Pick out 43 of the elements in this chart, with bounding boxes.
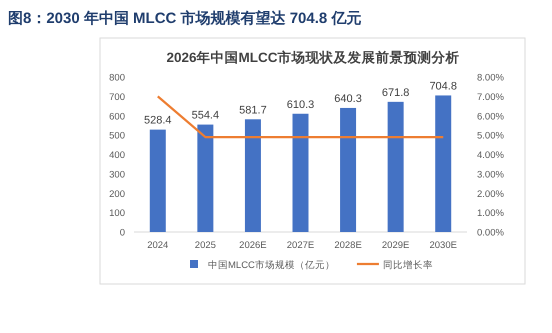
y2-tick-label: 5.00% <box>477 130 504 142</box>
chart-title: 图8：2030 年中国 MLCC 市场规模有望达 704.8 亿元 <box>8 9 362 27</box>
bar <box>244 119 261 232</box>
bar <box>435 95 452 232</box>
data-label: 704.8 <box>429 80 457 92</box>
y-tick-label: 0 <box>120 228 125 238</box>
y2-tick-label: 7.00% <box>477 92 504 103</box>
y2-tick-label: 3.00% <box>477 169 504 180</box>
data-label: 528.4 <box>144 114 172 127</box>
x-tick-label: 2027E <box>286 240 314 251</box>
y2-tick-label: 4.00% <box>477 150 504 161</box>
data-label: 610.3 <box>286 98 314 111</box>
data-label: 554.4 <box>192 110 220 122</box>
y-tick-label: 800 <box>109 72 125 84</box>
x-tick-label: 2029E <box>382 240 410 251</box>
y-tick-label: 200 <box>109 188 125 200</box>
y-tick-label: 600 <box>109 111 125 122</box>
x-tick-label: 2024 <box>147 240 168 251</box>
y2-tick-label: 2.00% <box>477 188 504 200</box>
data-label: 640.3 <box>334 92 362 105</box>
bar <box>340 108 356 232</box>
data-label: 581.7 <box>239 104 267 116</box>
y2-tick-label: 1.00% <box>477 208 504 220</box>
bar <box>388 102 404 232</box>
x-tick-label: 2025 <box>194 240 216 251</box>
bar <box>150 130 166 232</box>
y2-tick-label: 0.00% <box>477 228 504 238</box>
y-tick-label: 400 <box>109 150 125 161</box>
y-tick-label: 700 <box>109 92 125 103</box>
y-tick-label: 500 <box>109 130 125 142</box>
chart-subtitle: 2026年中国MLCC市场现状及发展前景预测分析 <box>166 49 460 65</box>
bar <box>197 124 214 232</box>
legend-label: 同比增长率 <box>382 259 433 271</box>
y2-tick-label: 6.00% <box>477 111 504 122</box>
x-tick-label: 2028E <box>334 240 362 251</box>
y-tick-label: 300 <box>109 169 125 180</box>
legend-label: 中国MLCC市场规模（亿元） <box>208 259 335 271</box>
y2-tick-label: 8.00% <box>477 72 504 84</box>
x-tick-label: 2026E <box>239 240 267 251</box>
bar <box>292 114 308 232</box>
x-tick-label: 2030E <box>429 240 457 251</box>
y-tick-label: 100 <box>109 208 125 220</box>
data-label: 671.8 <box>382 86 410 99</box>
